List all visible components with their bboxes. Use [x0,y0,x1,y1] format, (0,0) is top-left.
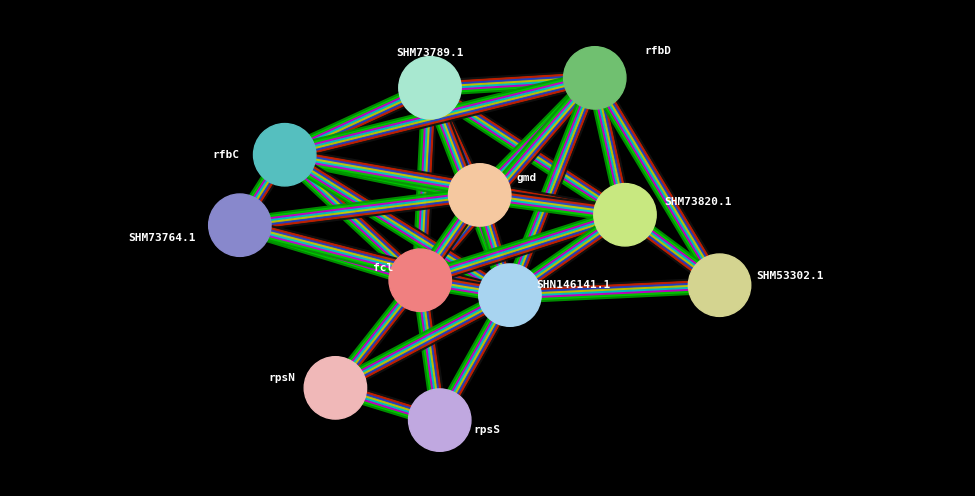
Text: rpsS: rpsS [473,425,500,435]
Text: SHM73820.1: SHM73820.1 [664,197,732,207]
Ellipse shape [448,164,511,226]
Ellipse shape [254,124,316,186]
Ellipse shape [209,194,271,256]
Ellipse shape [389,249,451,311]
Ellipse shape [479,264,541,326]
Ellipse shape [564,47,626,109]
Text: fcl: fcl [373,263,393,273]
Ellipse shape [688,254,751,316]
Text: SHM53302.1: SHM53302.1 [756,271,824,281]
Ellipse shape [594,184,656,246]
Text: SHN146141.1: SHN146141.1 [536,280,610,290]
Text: rpsN: rpsN [268,373,295,383]
Text: SHM73764.1: SHM73764.1 [128,233,196,243]
Text: rfbC: rfbC [213,150,240,160]
Text: SHM73789.1: SHM73789.1 [396,48,464,58]
Ellipse shape [304,357,367,419]
Text: gmd: gmd [517,173,536,183]
Ellipse shape [409,389,471,451]
Ellipse shape [399,57,461,119]
Text: rfbD: rfbD [644,46,672,56]
